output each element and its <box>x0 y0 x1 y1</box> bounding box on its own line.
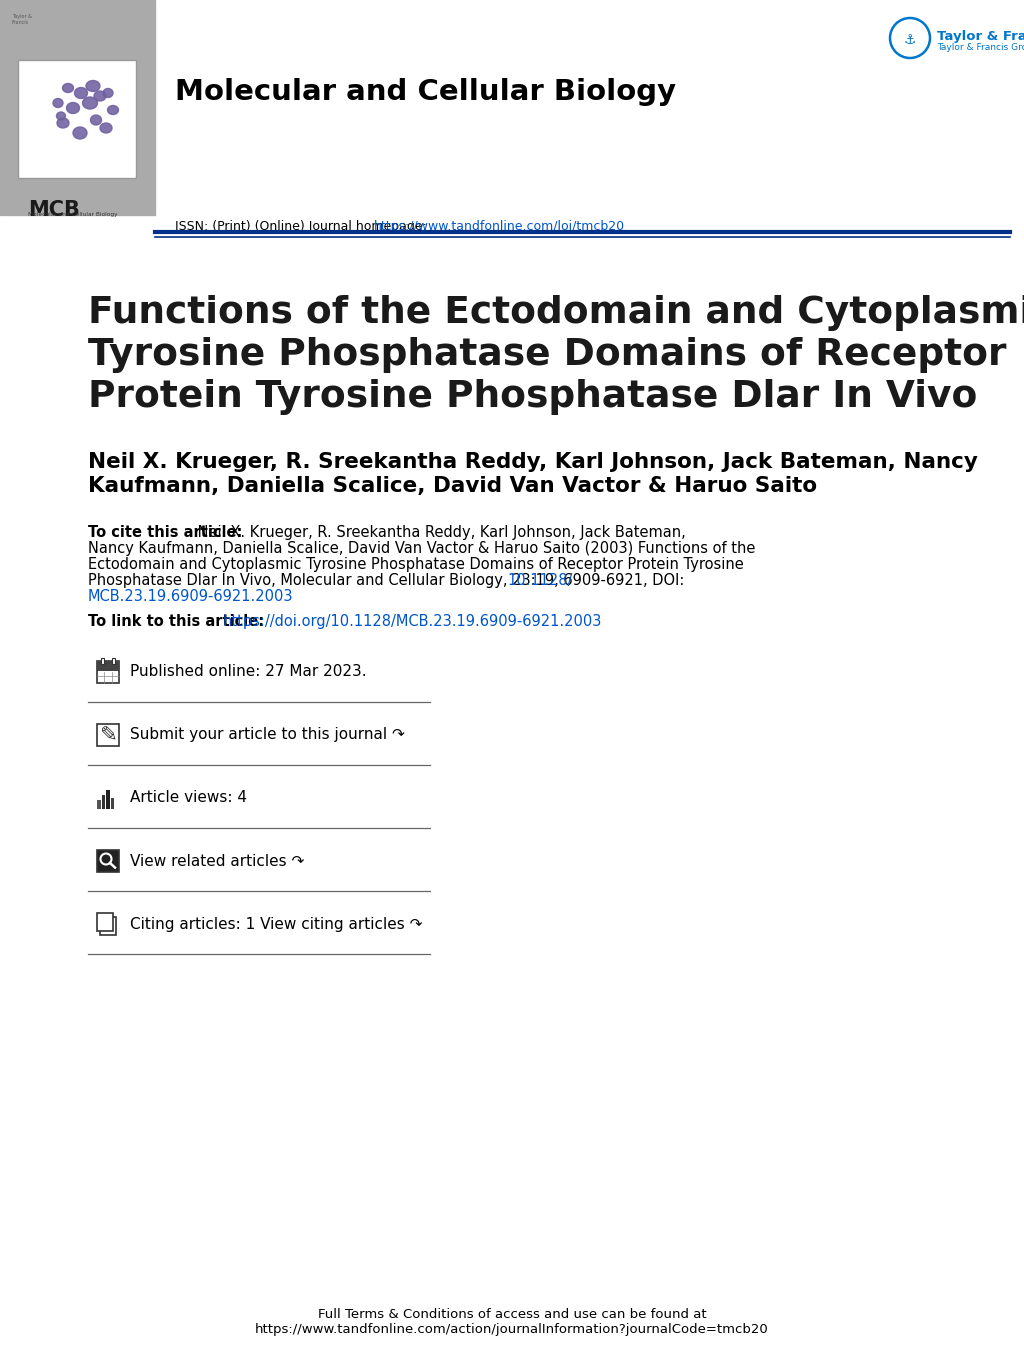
Circle shape <box>890 17 930 58</box>
Text: Protein Tyrosine Phosphatase Dlar In Vivo: Protein Tyrosine Phosphatase Dlar In Viv… <box>88 379 977 416</box>
Bar <box>97 787 119 808</box>
Bar <box>97 660 119 683</box>
Text: Submit your article to this journal ↷: Submit your article to this journal ↷ <box>130 728 404 742</box>
Text: https://www.tandfonline.com/loi/tmcb20: https://www.tandfonline.com/loi/tmcb20 <box>374 221 625 233</box>
Bar <box>0 0 155 215</box>
Text: To cite this article:: To cite this article: <box>88 525 243 539</box>
Text: To link to this article:: To link to this article: <box>88 615 274 629</box>
Text: Molecular and Cellular Biology: Molecular and Cellular Biology <box>175 78 676 106</box>
Text: Published online: 27 Mar 2023.: Published online: 27 Mar 2023. <box>130 664 367 679</box>
Text: Francis: Francis <box>12 20 29 26</box>
Text: Article views: 4: Article views: 4 <box>130 791 247 806</box>
Ellipse shape <box>103 89 113 97</box>
Ellipse shape <box>53 98 63 108</box>
Text: ✎: ✎ <box>99 725 117 745</box>
Ellipse shape <box>62 83 74 93</box>
Bar <box>97 724 119 746</box>
Ellipse shape <box>86 81 100 91</box>
Text: Taylor &: Taylor & <box>12 13 32 19</box>
Ellipse shape <box>94 91 106 101</box>
Text: Molecular and Cellular Biology: Molecular and Cellular Biology <box>28 213 118 217</box>
Bar <box>101 658 104 663</box>
Text: Neil X. Krueger, R. Sreekantha Reddy, Karl Johnson, Jack Bateman, Nancy: Neil X. Krueger, R. Sreekantha Reddy, Ka… <box>88 452 978 472</box>
Text: Citing articles: 1 View citing articles ↷: Citing articles: 1 View citing articles … <box>130 916 422 932</box>
Bar <box>112 658 115 663</box>
Bar <box>111 798 114 808</box>
Bar <box>106 791 110 808</box>
Ellipse shape <box>56 112 66 120</box>
Text: Taylor & Francis: Taylor & Francis <box>937 30 1024 43</box>
Text: Nancy Kaufmann, Daniella Scalice, David Van Vactor & Haruo Saito (2003) Function: Nancy Kaufmann, Daniella Scalice, David … <box>88 541 756 555</box>
Bar <box>18 61 136 178</box>
Bar <box>97 850 119 872</box>
Text: Tyrosine Phosphatase Domains of Receptor: Tyrosine Phosphatase Domains of Receptor <box>88 338 1007 373</box>
Ellipse shape <box>100 122 112 133</box>
Text: Neil X. Krueger, R. Sreekantha Reddy, Karl Johnson, Jack Bateman,: Neil X. Krueger, R. Sreekantha Reddy, Ka… <box>193 525 686 539</box>
Ellipse shape <box>67 102 80 113</box>
Text: ISSN: (Print) (Online) Journal homepage:: ISSN: (Print) (Online) Journal homepage: <box>175 221 431 233</box>
Bar <box>101 795 105 808</box>
Text: MCB.23.19.6909-6921.2003: MCB.23.19.6909-6921.2003 <box>88 589 294 604</box>
Ellipse shape <box>83 97 97 109</box>
Ellipse shape <box>73 126 87 139</box>
Text: Functions of the Ectodomain and Cytoplasmic: Functions of the Ectodomain and Cytoplas… <box>88 295 1024 331</box>
Text: MCB: MCB <box>28 200 80 221</box>
Bar <box>97 660 119 671</box>
Text: Taylor & Francis Group: Taylor & Francis Group <box>937 43 1024 52</box>
Ellipse shape <box>57 118 69 128</box>
Bar <box>97 800 100 808</box>
Bar <box>100 917 116 935</box>
Text: Full Terms & Conditions of access and use can be found at: Full Terms & Conditions of access and us… <box>317 1307 707 1321</box>
Ellipse shape <box>108 105 119 114</box>
Text: Kaufmann, Daniella Scalice, David Van Vactor & Haruo Saito: Kaufmann, Daniella Scalice, David Van Va… <box>88 476 817 496</box>
Text: https://doi.org/10.1128/MCB.23.19.6909-6921.2003: https://doi.org/10.1128/MCB.23.19.6909-6… <box>222 615 602 629</box>
Ellipse shape <box>75 87 87 98</box>
Text: View related articles ↷: View related articles ↷ <box>130 854 304 869</box>
Text: Phosphatase Dlar In Vivo, Molecular and Cellular Biology, 23:19, 6909-6921, DOI:: Phosphatase Dlar In Vivo, Molecular and … <box>88 573 689 588</box>
Text: Ectodomain and Cytoplasmic Tyrosine Phosphatase Domains of Receptor Protein Tyro: Ectodomain and Cytoplasmic Tyrosine Phos… <box>88 557 743 572</box>
Ellipse shape <box>90 116 101 125</box>
Bar <box>97 913 113 931</box>
Text: https://www.tandfonline.com/action/journalInformation?journalCode=tmcb20: https://www.tandfonline.com/action/journ… <box>255 1323 769 1336</box>
Text: 10.1128/: 10.1128/ <box>508 573 573 588</box>
Text: ⚓: ⚓ <box>904 34 916 47</box>
